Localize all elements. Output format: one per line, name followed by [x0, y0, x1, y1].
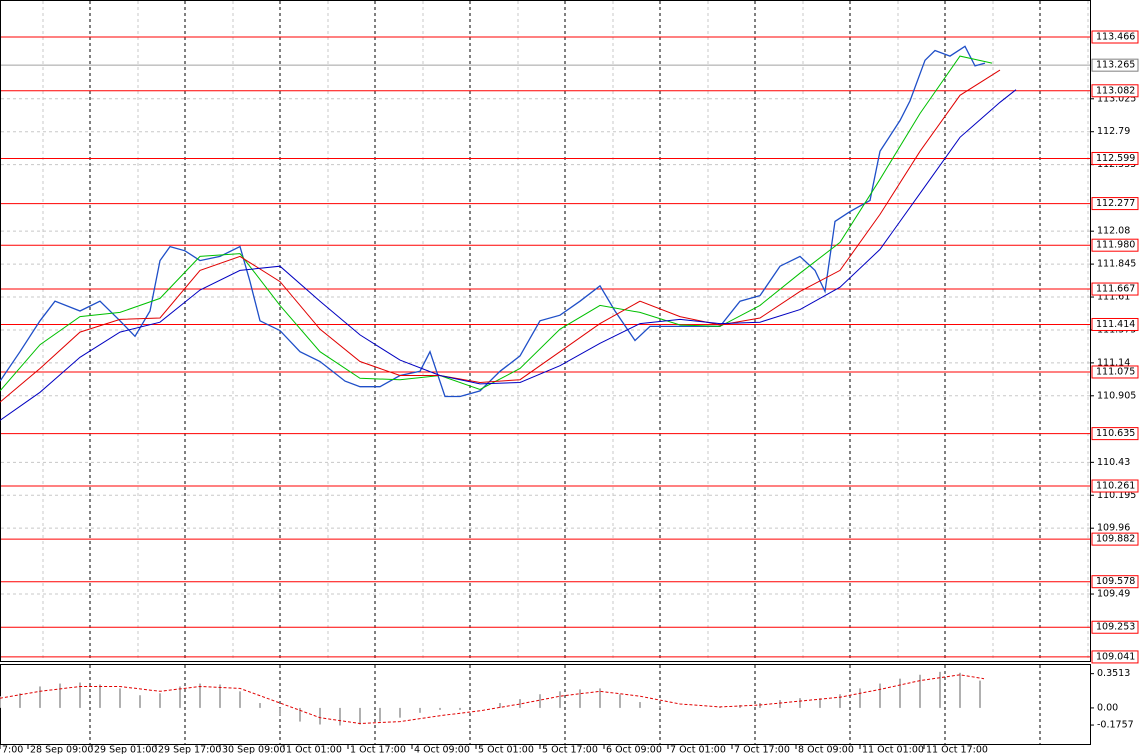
level-tag: [1091, 238, 1139, 252]
price-line: [0, 55, 993, 392]
x-tick-label: 8 Oct 09:00: [798, 745, 854, 754]
level-tag: [1091, 532, 1139, 546]
level-tag: [1091, 197, 1139, 211]
y-tick-label: 0.3513: [1097, 668, 1130, 679]
level-tag: [1091, 317, 1139, 331]
level-tag: [1091, 30, 1139, 44]
level-label: 109.253: [1096, 622, 1135, 633]
level-label: 111.414: [1096, 319, 1135, 330]
level-label: 109.578: [1096, 576, 1135, 587]
level-tag: [1091, 575, 1139, 589]
signal-line: [0, 674, 985, 725]
price-line: [0, 69, 1001, 403]
level-label: 111.667: [1096, 284, 1135, 295]
y-tick-label: 113.025: [1097, 93, 1136, 104]
indicator-panel: [0, 664, 1091, 745]
x-tick-label: 5 Oct 17:00: [542, 745, 598, 754]
level-label: 113.082: [1096, 85, 1135, 96]
x-tick-label: 1 Oct 01:00: [286, 745, 342, 754]
y-tick-label: 112.08: [1097, 226, 1130, 237]
y-tick-label: 112.79: [1097, 126, 1130, 137]
x-tick-label: 30 Sep 09:00: [222, 745, 285, 754]
level-tag: [1091, 151, 1139, 165]
y-tick-label: 109.49: [1097, 589, 1130, 600]
y-tick-label: 110.43: [1097, 457, 1130, 468]
level-tag: [1091, 650, 1139, 664]
x-tick-label: 4 Oct 09:00: [414, 745, 470, 754]
y-tick-label: 110.195: [1097, 490, 1136, 501]
level-label: 111.075: [1096, 366, 1135, 377]
x-tick-label: 11 Oct 01:00: [862, 745, 924, 754]
level-label: 110.635: [1096, 428, 1135, 439]
y-tick-label: 0.00: [1097, 702, 1118, 713]
level-label: 109.041: [1096, 651, 1135, 662]
level-tag: [1091, 282, 1139, 296]
last-price-label: 113.265: [1096, 60, 1135, 71]
x-tick-label: 1 Oct 17:00: [350, 745, 406, 754]
x-tick-label: 11 Oct 17:00: [926, 745, 988, 754]
y-tick-label: 110.905: [1097, 390, 1136, 401]
x-tick-label: 7:00: [2, 745, 23, 754]
x-tick-label: 29 Sep 17:00: [158, 745, 221, 754]
level-label: 109.882: [1096, 534, 1135, 545]
level-tag: [1091, 365, 1139, 379]
x-tick-label: 5 Oct 01:00: [478, 745, 534, 754]
level-label: 111.980: [1096, 240, 1135, 251]
x-tick-label: 29 Sep 01:00: [94, 745, 157, 754]
last-price-tag: [1091, 58, 1139, 72]
level-label: 113.466: [1096, 32, 1135, 43]
x-tick-label: 7 Oct 17:00: [734, 745, 790, 754]
y-tick-label: 111.845: [1097, 259, 1136, 270]
level-tag: [1091, 84, 1139, 98]
price-panel: [0, 0, 1091, 662]
y-tick-label: 109.96: [1097, 523, 1130, 534]
level-label: 110.261: [1096, 481, 1135, 492]
level-label: 112.277: [1096, 198, 1135, 209]
y-tick-label: 111.61: [1097, 292, 1130, 303]
x-tick-label: 7 Oct 01:00: [670, 745, 726, 754]
level-tag: [1091, 620, 1139, 634]
x-tick-label: 6 Oct 09:00: [606, 745, 662, 754]
y-tick-label: 111.14: [1097, 357, 1130, 368]
price-line: [0, 45, 986, 398]
y-tick-label: -0.1757: [1097, 720, 1134, 731]
level-tag: [1091, 479, 1139, 493]
price-line: [0, 89, 1017, 421]
level-label: 112.599: [1096, 153, 1135, 164]
level-tag: [1091, 427, 1139, 441]
x-tick-label: 28 Sep 09:00: [30, 745, 93, 754]
